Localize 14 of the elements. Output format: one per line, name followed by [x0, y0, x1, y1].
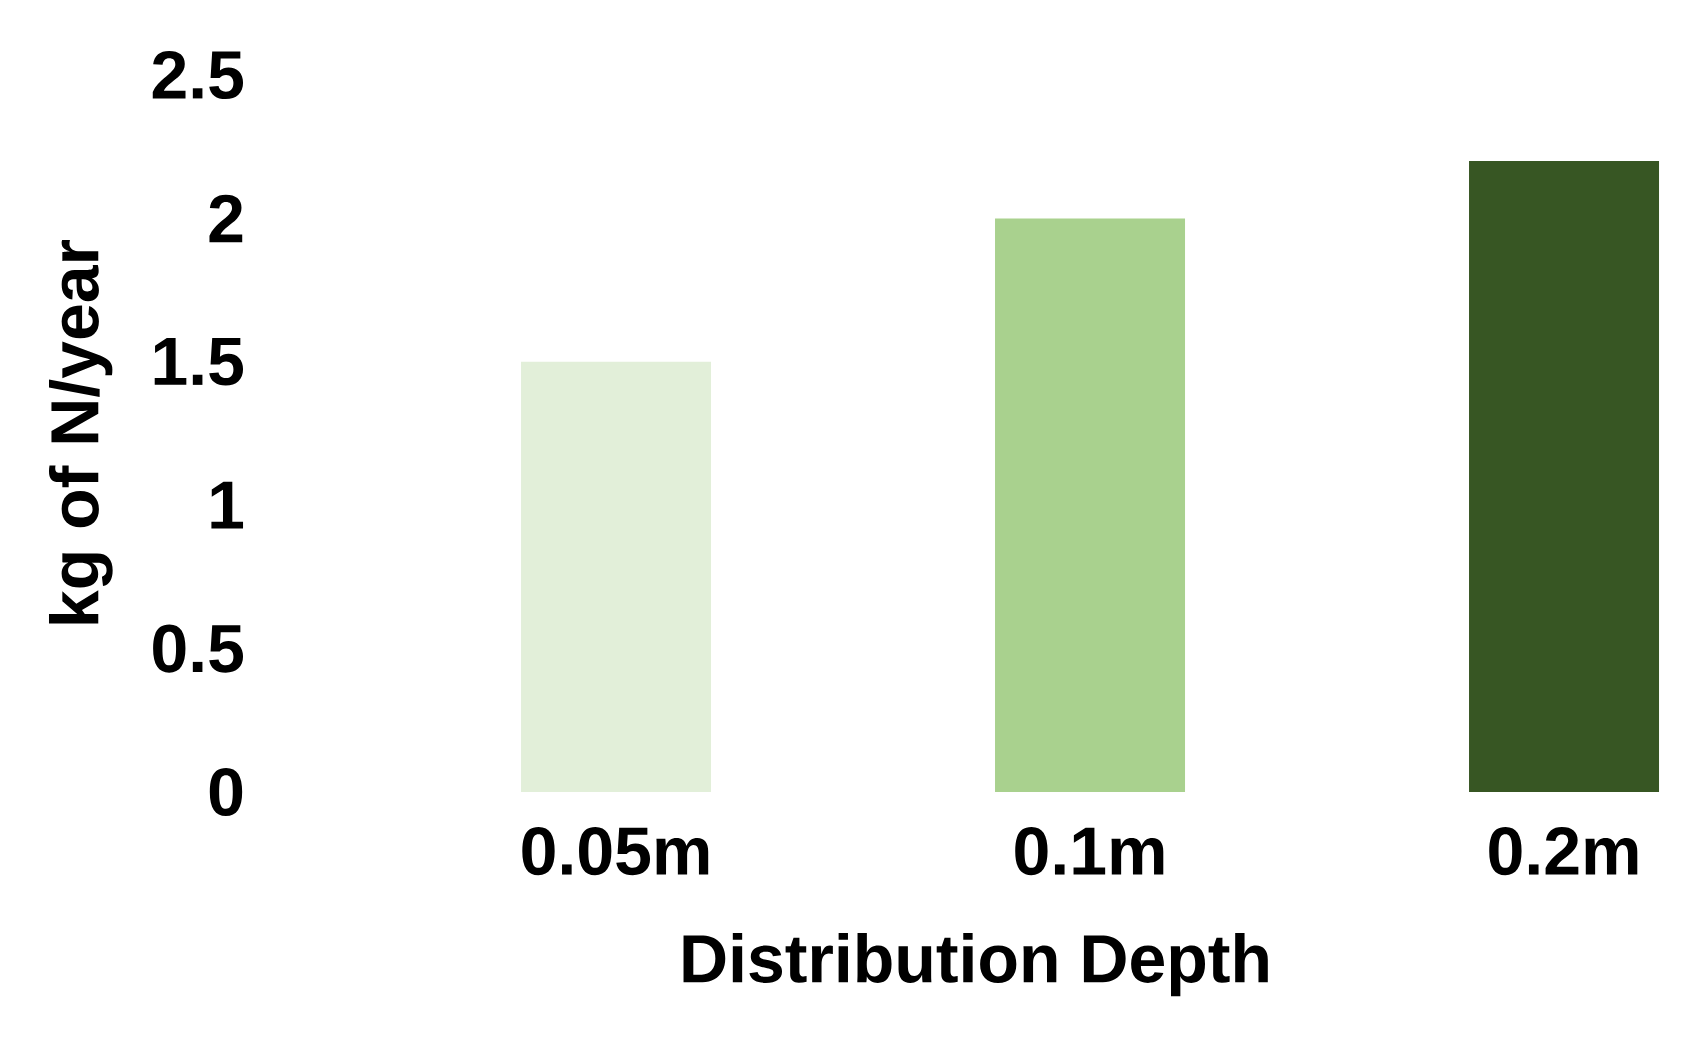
- y-tick-label: 2.5: [152, 50, 244, 100]
- x-axis-title: Distribution Depth: [683, 932, 1268, 997]
- y-tick-label: 1.5: [154, 338, 244, 386]
- x-tick-label: 0.2m: [1489, 827, 1638, 876]
- y-tick-label: 0.5: [153, 624, 244, 673]
- y-tick-label: 2: [209, 194, 243, 243]
- y-axis-title: kg of N/year: [48, 239, 113, 624]
- bar: [995, 218, 1186, 792]
- x-tick-label: 0.05m: [522, 827, 709, 876]
- x-tick-label: 0.1m: [1015, 827, 1164, 876]
- bar: [521, 361, 712, 792]
- bar: [1469, 161, 1660, 792]
- y-tick-label: 1: [211, 481, 244, 529]
- y-tick-label: 0: [209, 767, 243, 817]
